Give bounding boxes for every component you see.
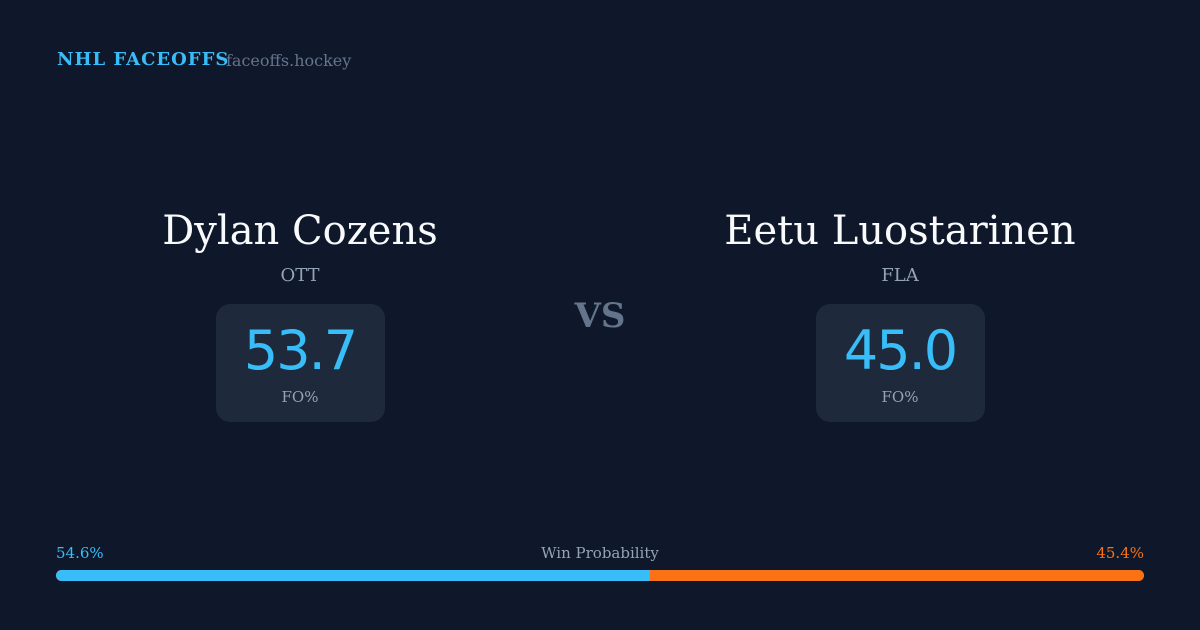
player-left: Dylan Cozens OTT 53.7 FO% [50, 205, 550, 422]
player-team: FLA [881, 265, 919, 286]
player-team: OTT [280, 265, 320, 286]
stat-value: 53.7 [243, 319, 358, 382]
player-name: Eetu Luostarinen [724, 208, 1076, 254]
stat-card: 53.7 FO% [215, 304, 385, 422]
win-probability-left-segment [56, 570, 651, 581]
stat-value: 45.0 [843, 319, 958, 382]
win-probability-left: 54.6% [56, 544, 104, 562]
stat-label: FO% [281, 388, 319, 406]
win-probability-bar [56, 570, 1144, 581]
player-right: Eetu Luostarinen FLA 45.0 FO% [650, 205, 1150, 422]
win-probability-right: 45.4% [1096, 544, 1144, 562]
win-probability-right-segment [650, 570, 1144, 581]
player-name: Dylan Cozens [162, 208, 438, 254]
site-url: faceoffs.hockey [226, 51, 352, 70]
brand-title: NHL FACEOFFS [57, 49, 230, 70]
win-probability-label: Win Probability [541, 544, 659, 562]
vs-label: VS [574, 296, 626, 336]
stat-card: 45.0 FO% [815, 304, 985, 422]
stat-label: FO% [881, 388, 919, 406]
